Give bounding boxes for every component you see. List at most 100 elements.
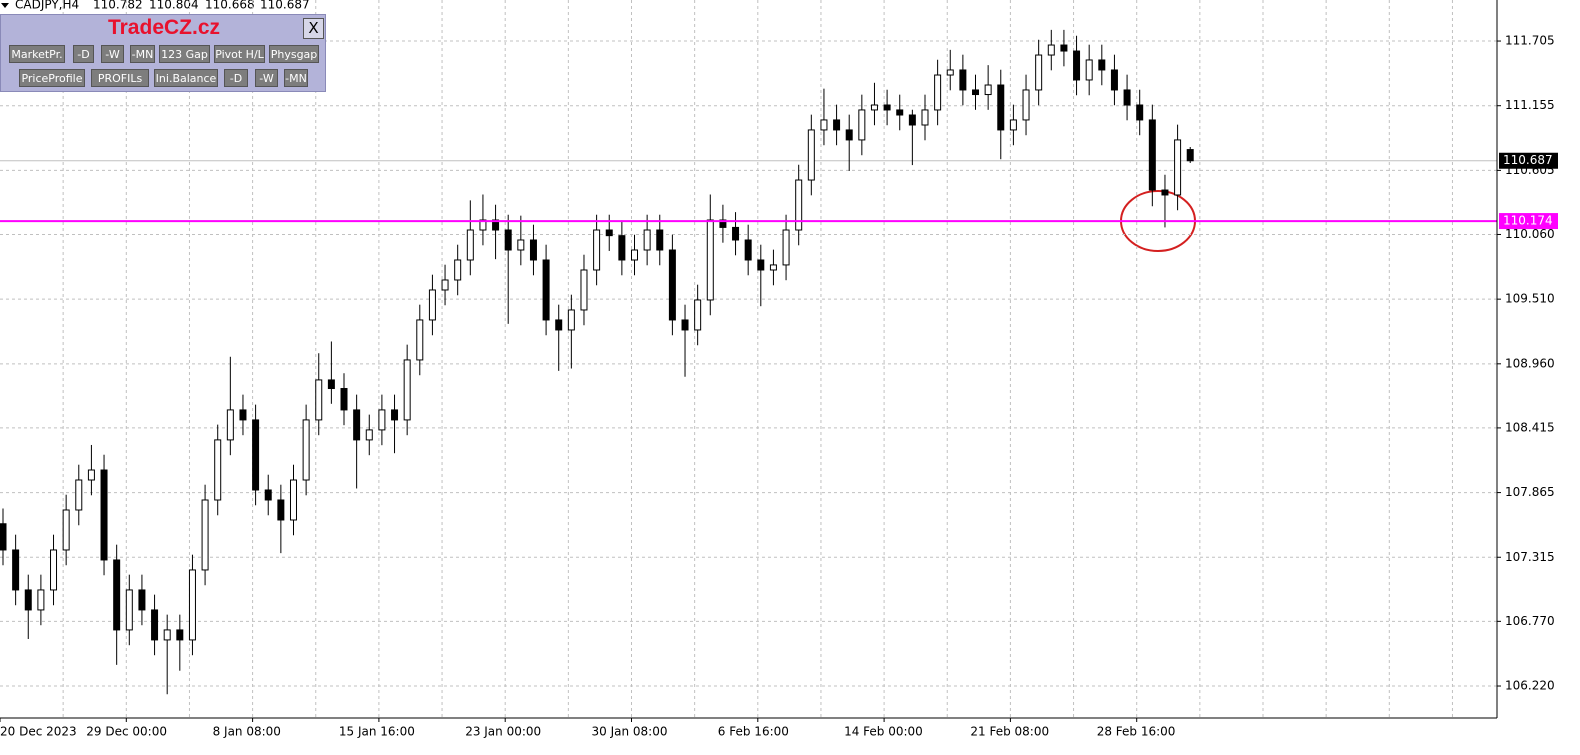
candle-body xyxy=(694,299,702,331)
candle-body xyxy=(87,469,95,481)
candle-body xyxy=(1098,59,1106,71)
panel-button[interactable]: MarketPr. xyxy=(9,45,65,63)
panel-button[interactable]: -D xyxy=(73,45,94,63)
candle-body xyxy=(833,119,841,131)
candle-body xyxy=(62,509,70,551)
y-tick-label: 106.770 xyxy=(1505,614,1555,628)
candle-body xyxy=(593,229,601,271)
candle-body xyxy=(908,114,916,126)
candle-body xyxy=(151,609,159,641)
candle-body xyxy=(24,589,32,611)
candle-body xyxy=(492,219,500,231)
candle-body xyxy=(858,109,866,141)
header-open: 110.782 xyxy=(93,0,143,12)
panel-button[interactable]: PROFILs xyxy=(91,69,149,87)
x-tick-label: 21 Feb 08:00 xyxy=(970,725,1049,739)
panel-button[interactable]: -W xyxy=(255,69,278,87)
candle-body xyxy=(1174,139,1182,196)
candle-body xyxy=(100,469,108,561)
candle-body xyxy=(378,409,386,431)
candle-body xyxy=(302,419,310,481)
candle-body xyxy=(1123,89,1131,106)
candle-body xyxy=(580,269,588,311)
candle-body xyxy=(807,129,815,181)
y-tick-label: 109.510 xyxy=(1505,292,1555,306)
candle-body xyxy=(239,409,247,421)
plot-layer: 111.705111.155110.605110.060109.510108.9… xyxy=(0,0,1558,739)
header-close: 110.687 xyxy=(260,0,310,12)
panel-button[interactable]: 123 Gap xyxy=(159,45,210,63)
candle-body xyxy=(567,309,575,331)
candle-body xyxy=(1022,89,1030,121)
candle-body xyxy=(972,89,980,96)
x-tick-label: 8 Jan 08:00 xyxy=(213,725,281,739)
candle-body xyxy=(656,229,664,251)
header-high: 110.804 xyxy=(149,0,199,12)
x-tick-label: 6 Feb 16:00 xyxy=(718,725,789,739)
candle-body xyxy=(428,289,436,321)
candle-body xyxy=(441,279,449,291)
candle-body xyxy=(226,409,234,441)
price-label-box xyxy=(1499,152,1558,169)
panel-button[interactable]: Ini.Balance xyxy=(154,69,218,87)
candle-body xyxy=(1073,50,1081,81)
y-tick-label: 111.705 xyxy=(1505,34,1555,48)
hline-label-box xyxy=(1499,213,1558,230)
candle-body xyxy=(1161,189,1169,196)
candle-body xyxy=(113,559,121,631)
panel-button[interactable]: -MN xyxy=(284,69,308,87)
x-tick-label: 28 Feb 16:00 xyxy=(1097,725,1176,739)
candle-body xyxy=(997,84,1005,131)
x-tick-label: 29 Dec 00:00 xyxy=(86,725,167,739)
candle-body xyxy=(870,104,878,111)
panel-button[interactable]: Physgap xyxy=(269,45,319,63)
y-tick-label: 107.865 xyxy=(1505,485,1555,499)
y-tick-label: 110.060 xyxy=(1505,227,1555,241)
candle-body xyxy=(176,629,184,641)
candle-body xyxy=(959,69,967,91)
candle-body xyxy=(719,219,727,228)
candle-body xyxy=(50,549,58,591)
candle-body xyxy=(403,359,411,421)
candle-body xyxy=(353,409,361,441)
candle-body xyxy=(517,239,525,251)
candle-body xyxy=(883,104,891,111)
header-low: 110.668 xyxy=(205,0,255,12)
candle-body xyxy=(631,249,638,261)
candle-body xyxy=(289,479,297,521)
candle-body xyxy=(1009,119,1017,131)
candle-body xyxy=(668,249,676,321)
candle-body xyxy=(163,629,171,641)
x-tick-label: 30 Jan 08:00 xyxy=(592,725,668,739)
panel-button[interactable]: Pivot H/L xyxy=(214,45,265,63)
candle-body xyxy=(732,226,740,241)
panel-button[interactable]: -MN xyxy=(130,45,155,63)
candle-body xyxy=(605,229,613,237)
candle-body xyxy=(252,419,260,491)
candle-body xyxy=(896,109,904,116)
header-symbol: CADJPY,H4 xyxy=(15,0,79,12)
candle-body xyxy=(984,84,992,96)
candle-body xyxy=(542,259,550,321)
candle-body xyxy=(820,119,828,131)
x-tick-label: 15 Jan 16:00 xyxy=(339,725,415,739)
candle-body xyxy=(138,589,146,611)
candle-body xyxy=(1148,119,1156,191)
candle-body xyxy=(1110,69,1118,91)
panel-button[interactable]: -D xyxy=(224,69,248,87)
candle-body xyxy=(0,523,7,551)
menu-arrow[interactable] xyxy=(1,3,9,8)
panel-button[interactable]: PriceProfile xyxy=(19,69,85,87)
candle-body xyxy=(643,229,651,251)
candle-body xyxy=(769,264,777,271)
candle-body xyxy=(555,319,563,331)
candle-body xyxy=(681,319,689,331)
candle-body xyxy=(125,589,133,631)
candle-body xyxy=(37,589,45,611)
panel-button[interactable]: -W xyxy=(101,45,124,63)
close-button[interactable]: X xyxy=(303,18,324,39)
candle-body xyxy=(277,499,285,521)
candle-body xyxy=(315,379,323,421)
